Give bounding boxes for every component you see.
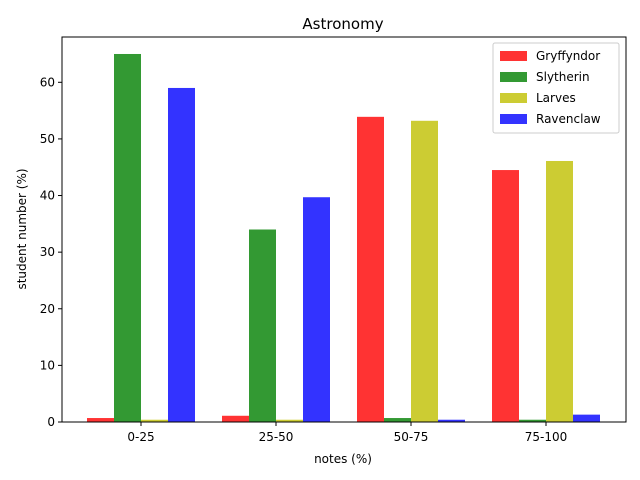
y-axis-label: student number (%): [15, 168, 29, 289]
bar-gryffyndor-0-25: [87, 418, 114, 422]
y-axis: 0 10 20 30 40 50 60: [40, 75, 62, 429]
chart-title: Astronomy: [302, 15, 383, 33]
legend-box: [492, 42, 620, 134]
bar-larves-0-25: [141, 419, 168, 422]
plot-frame: [61, 36, 627, 423]
x-axis-label: notes (%): [314, 452, 372, 466]
bar-slytherin-75-100: [519, 419, 546, 422]
legend-swatch-gryffyndor: [500, 51, 527, 61]
bar-ravenclaw-25-50: [303, 197, 330, 422]
legend-swatch-slytherin: [500, 72, 527, 82]
x-tick-label: 50-75: [394, 430, 429, 444]
bar-slytherin-0-25: [114, 53, 141, 423]
legend-swatch-larves: [500, 93, 527, 103]
legend-label-slytherin: Slytherin: [536, 70, 590, 84]
bar-ravenclaw-50-75: [438, 419, 465, 422]
bars-group: [87, 53, 600, 423]
y-tick-label: 10: [40, 358, 55, 372]
x-tick-label: 0-25: [127, 430, 154, 444]
bar-ravenclaw-0-25: [168, 87, 195, 423]
bar-slytherin-50-75: [384, 418, 411, 422]
bar-larves-75-100: [546, 160, 573, 422]
legend-label-larves: Larves: [536, 91, 576, 105]
legend-label-gryffyndor: Gryffyndor: [536, 49, 600, 63]
y-tick-label: 0: [47, 415, 55, 429]
x-tick-label: 25-50: [259, 430, 294, 444]
bar-gryffyndor-75-100: [492, 170, 519, 422]
bar-gryffyndor-25-50: [222, 415, 249, 422]
legend-label-ravenclaw: Ravenclaw: [536, 112, 601, 126]
y-tick-label: 60: [40, 75, 55, 89]
bar-slytherin-25-50: [249, 229, 276, 422]
y-tick-label: 50: [40, 132, 55, 146]
legend-swatch-ravenclaw: [500, 114, 527, 124]
bar-larves-50-75: [411, 120, 438, 422]
bar-larves-25-50: [276, 419, 303, 422]
y-tick-label: 30: [40, 245, 55, 259]
bar-ravenclaw-75-100: [573, 414, 600, 422]
x-axis: 0-25 25-50 50-75 75-100: [127, 422, 567, 444]
x-tick-label: 75-100: [525, 430, 568, 444]
y-tick-label: 20: [40, 302, 55, 316]
bar-gryffyndor-50-75: [357, 116, 384, 423]
y-tick-label: 40: [40, 189, 55, 203]
legend: Gryffyndor Slytherin Larves Ravenclaw: [492, 42, 620, 134]
